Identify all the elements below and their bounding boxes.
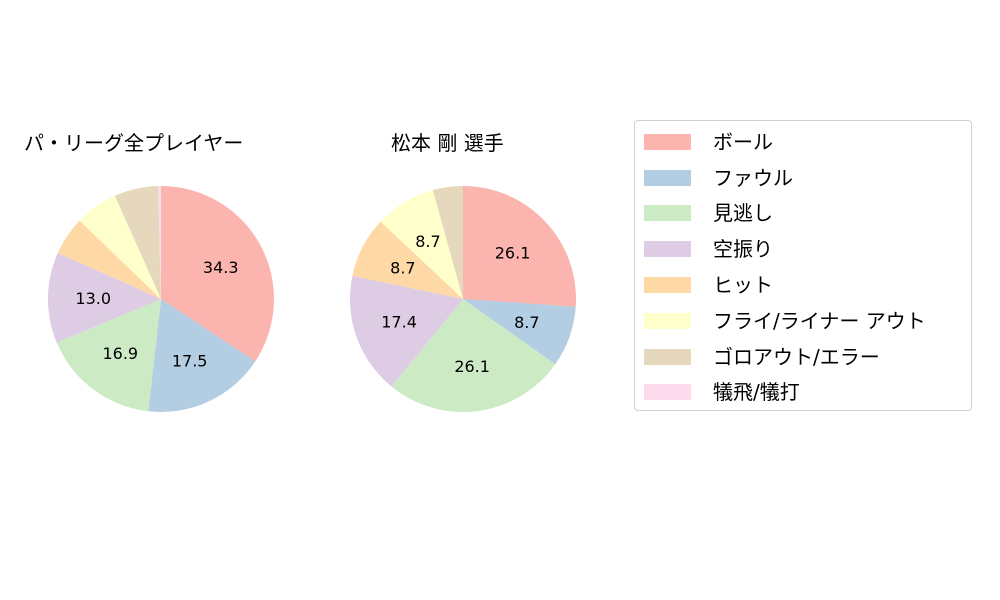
pie-slice [148, 299, 256, 413]
legend-item-hit: ヒット [644, 275, 773, 295]
slice-label: 26.1 [454, 357, 490, 376]
pie-slice [158, 186, 161, 299]
legend-label: 犠飛/犠打 [713, 380, 800, 404]
legend-swatch [644, 277, 691, 293]
legend-label: 見逃し [713, 201, 773, 225]
legend-item-ball: ボール [644, 132, 773, 152]
legend-swatch [644, 313, 691, 329]
slice-label: 8.7 [514, 313, 539, 332]
pie-slice [380, 190, 463, 299]
slice-label: 8.7 [415, 232, 440, 251]
pie-slice [349, 275, 463, 387]
legend-item-fly-liner-out: フライ/ライナー アウト [644, 311, 926, 331]
pie-slice [391, 299, 556, 413]
pie-slice [48, 252, 162, 343]
slice-label: 17.5 [172, 351, 208, 370]
legend-label: ボール [713, 130, 773, 154]
legend-item-sacrifice: 犠飛/犠打 [644, 382, 800, 402]
pie-slice [114, 186, 161, 299]
pie-slice [79, 195, 161, 299]
slice-label: 17.4 [381, 313, 417, 332]
legend-swatch [644, 384, 691, 400]
pie-slice [57, 220, 161, 299]
legend-swatch [644, 134, 691, 150]
legend-swatch [644, 170, 691, 186]
pie-slice [463, 186, 576, 307]
legend-label: ゴロアウト/エラー [713, 345, 880, 369]
left-chart-title: パ・リーグ全プレイヤー [24, 131, 244, 155]
legend-item-swinging-strike: 空振り [644, 239, 773, 259]
pie-slice [432, 186, 463, 299]
legend-item-ground-out-error: ゴロアウト/エラー [644, 347, 880, 367]
legend-item-called-strike: 見逃し [644, 203, 773, 223]
legend-swatch [644, 349, 691, 365]
legend-label: 空振り [713, 237, 773, 261]
slice-label: 16.9 [102, 344, 138, 363]
slice-label: 34.3 [203, 258, 239, 277]
slice-label: 8.7 [390, 259, 415, 278]
slice-label: 13.0 [75, 289, 111, 308]
legend-label: フライ/ライナー アウト [713, 309, 926, 333]
legend-swatch [644, 241, 691, 257]
pie-slice [352, 221, 463, 299]
legend-swatch [644, 205, 691, 221]
legend-item-foul: ファウル [644, 168, 793, 188]
legend-label: ファウル [713, 166, 793, 190]
pie-slice [161, 185, 275, 362]
legend: ボール ファウル 見逃し 空振り ヒット フライ/ライナー アウト ゴロアウト/… [634, 120, 972, 411]
pie-slice [463, 299, 576, 365]
legend-label: ヒット [713, 273, 773, 297]
pie-slice [56, 299, 162, 412]
slice-label: 26.1 [495, 244, 531, 263]
right-chart-title: 松本 剛 選手 [391, 131, 504, 155]
